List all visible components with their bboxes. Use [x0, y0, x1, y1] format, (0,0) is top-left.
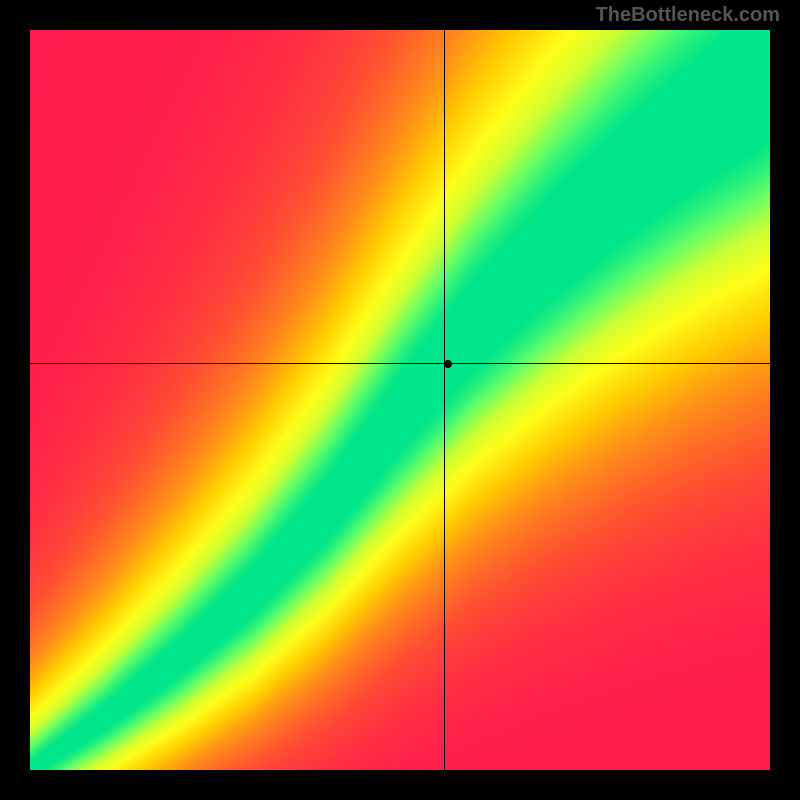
crosshair-vertical — [444, 30, 445, 770]
heatmap-plot — [30, 30, 770, 770]
marker-point — [444, 360, 452, 368]
crosshair-horizontal — [30, 363, 770, 364]
watermark-text: TheBottleneck.com — [596, 4, 780, 27]
heatmap-canvas — [30, 30, 770, 770]
